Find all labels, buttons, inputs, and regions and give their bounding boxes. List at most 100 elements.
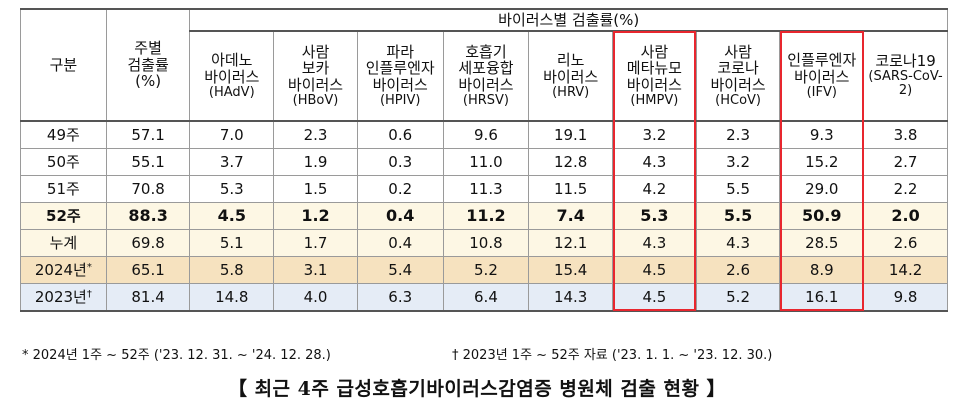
table-cell: 0.6: [356, 120, 444, 149]
table-cell: 0.4: [356, 202, 444, 230]
header-virus-line: 바이러스: [204, 67, 260, 86]
header-virus-abbr: (HAdV): [208, 84, 255, 100]
header-virus-6: 사람 코로나 바이러스 (HCoV): [695, 30, 781, 122]
table-cell: 8.9: [779, 256, 865, 284]
row-label: 51주: [20, 175, 107, 203]
header-virus-abbr: (HCoV): [715, 92, 761, 108]
header-virus-line: 인플루엔자: [365, 59, 435, 78]
table-cell: 28.5: [779, 229, 865, 257]
table-row: 누계 69.8 5.1 1.7 0.4 10.8 12.1 4.3 4.3 28.5 2.6: [20, 229, 948, 257]
header-virus-line: 파라: [386, 42, 415, 61]
table-cell: 2.6: [695, 256, 781, 284]
row-label-text: 49주: [46, 125, 80, 144]
header-virus-7: 인플루엔자 바이러스 (IFV): [779, 30, 865, 122]
table-cell: 1.2: [273, 202, 358, 230]
header-virus-abbr: (HRV): [552, 84, 590, 100]
row-label: 2024년*: [20, 256, 107, 284]
table-cell: 88.3: [105, 202, 191, 230]
table-cell: 4.5: [612, 283, 697, 312]
table-cell: 14.8: [189, 283, 275, 312]
header-virus-line: 세포융합: [458, 59, 514, 78]
header-virus-line: 리노: [556, 50, 585, 69]
header-virus-line: 바이러스: [458, 76, 514, 95]
table-cell: 7.0: [189, 120, 275, 149]
header-weekly-line3: (%): [135, 72, 162, 91]
header-virus-5: 사람 메타뉴모 바이러스 (HMPV): [612, 30, 697, 122]
table-cell: 9.3: [779, 120, 865, 149]
table-cell: 69.8: [105, 229, 191, 257]
table-cell: 7.4: [528, 202, 614, 230]
row-label: 누계: [20, 229, 107, 257]
header-virus-line: 바이러스: [626, 76, 682, 95]
table-cell: 4.5: [189, 202, 275, 230]
table-cell: 4.5: [612, 256, 697, 284]
header-virus-line: 바이러스: [543, 67, 599, 86]
table-row: 52주 88.3 4.5 1.2 0.4 11.2 7.4 5.3 5.5 50.9 2.0: [20, 202, 948, 230]
row-label-mark: †: [86, 288, 92, 300]
header-virus-abbr: (SARS-CoV-2): [868, 68, 943, 99]
row-label: 50주: [20, 148, 107, 176]
table-cell: 2.6: [863, 229, 948, 257]
table-cell: 12.1: [528, 229, 614, 257]
table-cell: 16.1: [779, 283, 865, 312]
header-virus-abbr: (IFV): [806, 84, 837, 100]
header-virus-line: 코로나: [717, 59, 759, 78]
header-weekly-line1: 주별: [134, 38, 162, 57]
table-cell: 19.1: [528, 120, 614, 149]
table-cell: 1.9: [273, 148, 358, 176]
table-cell: 4.3: [695, 229, 781, 257]
table-cell: 2.7: [863, 148, 948, 176]
table-cell: 50.9: [779, 202, 865, 230]
table-cell: 29.0: [779, 175, 865, 203]
table-cell: 0.4: [356, 229, 444, 257]
row-label-text: 2023년: [34, 287, 87, 306]
header-virus-line: 메타뉴모: [626, 59, 682, 78]
table-cell: 4.2: [612, 175, 697, 203]
table-cell: 2.3: [273, 120, 358, 149]
table-cell: 10.8: [442, 229, 530, 257]
table-row: 2023년† 81.4 14.8 4.0 6.3 6.4 14.3 4.5 5.2 16.1 9.8: [20, 283, 948, 312]
header-virus-line: 아데노: [211, 50, 253, 69]
table-cell: 0.3: [356, 148, 444, 176]
table-cell: 3.2: [695, 148, 781, 176]
header-virus-line: 바이러스: [710, 76, 766, 95]
table-cell: 3.7: [189, 148, 275, 176]
header-virus-abbr: (HMPV): [630, 92, 679, 108]
table-cell: 6.3: [356, 283, 444, 312]
table-row: 49주 57.1 7.0 2.3 0.6 9.6 19.1 3.2 2.3 9.3 3.8: [20, 120, 948, 149]
table-cell: 3.8: [863, 120, 948, 149]
header-virus-abbr: (HPIV): [379, 92, 421, 108]
table-cell: 1.7: [273, 229, 358, 257]
table-cell: 70.8: [105, 175, 191, 203]
header-virus-4: 리노 바이러스 (HRV): [528, 30, 614, 122]
row-label: 52주: [20, 202, 107, 230]
table-cell: 55.1: [105, 148, 191, 176]
row-label-mark: *: [86, 261, 92, 273]
header-virus-line: 바이러스: [372, 76, 428, 95]
row-label: 2023년†: [20, 283, 107, 312]
header-virus-abbr: (HBoV): [292, 92, 339, 108]
row-label-text: 51주: [46, 179, 80, 198]
table-cell: 15.4: [528, 256, 614, 284]
header-virus-2: 파라 인플루엔자 바이러스 (HPIV): [356, 30, 444, 122]
table-cell: 5.2: [442, 256, 530, 284]
footnote-2023: † 2023년 1주 ~ 52주 자료 ('23. 1. 1. ~ '23. 1…: [452, 348, 773, 363]
table-cell: 5.5: [695, 175, 781, 203]
table-cell: 3.2: [612, 120, 697, 149]
table-cell: 4.0: [273, 283, 358, 312]
row-label: 49주: [20, 120, 107, 149]
table-cell: 5.2: [695, 283, 781, 312]
table-cell: 15.2: [779, 148, 865, 176]
table-cell: 14.2: [863, 256, 948, 284]
table-cell: 12.8: [528, 148, 614, 176]
footnote-2024: * 2024년 1주 ~ 52주 ('23. 12. 31. ~ '24. 12…: [22, 348, 331, 363]
table-cell: 11.3: [442, 175, 530, 203]
table-cell: 0.2: [356, 175, 444, 203]
header-virus-abbr: (HRSV): [462, 92, 509, 108]
table-cell: 5.3: [189, 175, 275, 203]
header-weekly-line2: 검출률: [127, 55, 169, 74]
table-cell: 2.0: [863, 202, 948, 230]
table-caption: 【 최근 4주 급성호흡기바이러스감염증 병원체 검출 현황 】: [227, 378, 727, 400]
table-cell: 1.5: [273, 175, 358, 203]
header-virus-3: 호흡기 세포융합 바이러스 (HRSV): [442, 30, 530, 122]
